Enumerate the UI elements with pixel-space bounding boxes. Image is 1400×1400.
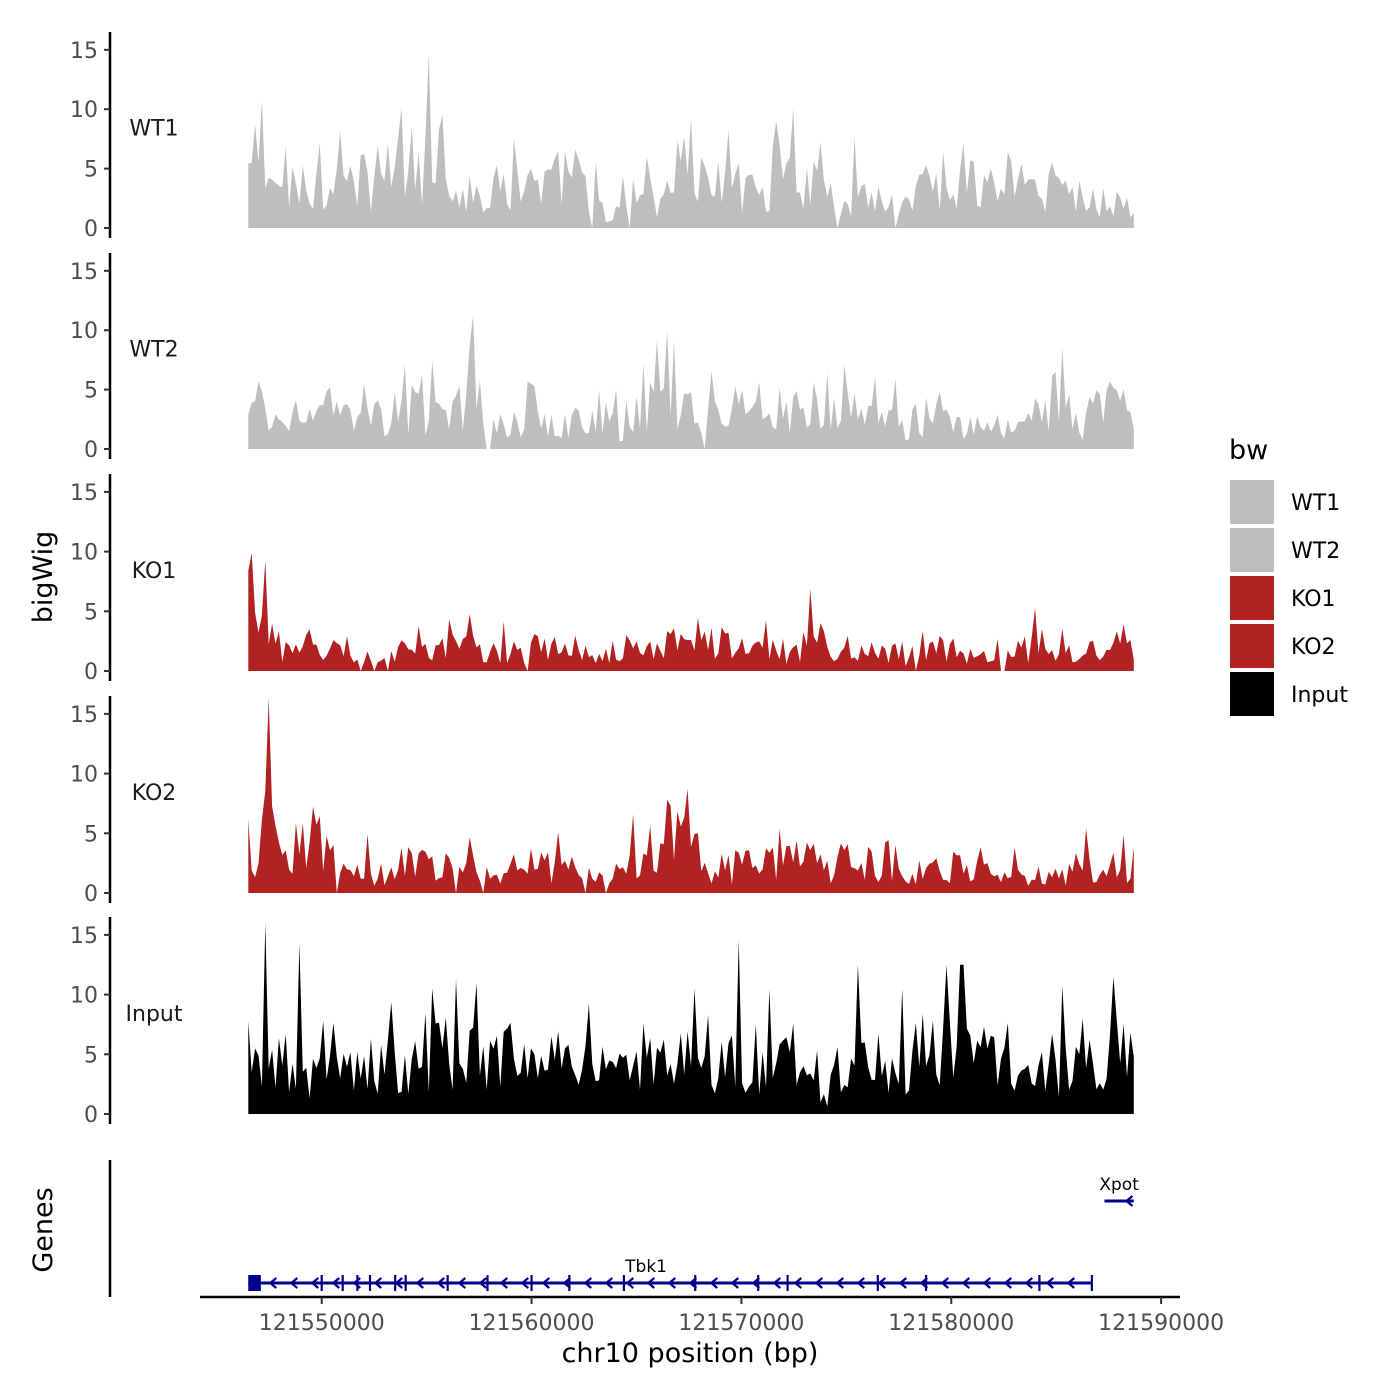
legend-label: Input — [1291, 683, 1348, 708]
strand-arrow — [1003, 1277, 1012, 1289]
track-label: KO2 — [132, 781, 177, 806]
strand-arrow — [1045, 1277, 1054, 1289]
signal-area-wt2 — [248, 315, 1134, 449]
legend: bw WT1 WT2 KO1 KO2 Input — [1229, 435, 1348, 716]
track-ko2: 0 5 10 15 KO2 — [70, 696, 1134, 907]
y-tick-label: 10 — [70, 541, 98, 566]
genes-panel-title: Genes — [28, 1187, 59, 1272]
y-tick-label: 0 — [84, 438, 98, 463]
x-axis: 121550000 121560000 121570000 121580000 1215… — [200, 1295, 1224, 1336]
signal-area-wt1 — [248, 54, 1134, 228]
y-tick-label: 5 — [84, 600, 98, 625]
strand-arrow — [835, 1277, 844, 1289]
legend-label: KO2 — [1291, 635, 1336, 660]
x-axis-title: chr10 position (bp) — [562, 1338, 819, 1369]
x-tick-label: 121590000 — [1098, 1311, 1224, 1336]
legend-label: WT2 — [1291, 539, 1340, 564]
y-tick-label: 10 — [70, 98, 98, 123]
strand-arrow — [982, 1277, 991, 1289]
y-tick-label: 10 — [70, 319, 98, 344]
strand-arrow — [814, 1277, 823, 1289]
strand-arrow — [541, 1277, 550, 1289]
y-tick-label: 5 — [84, 158, 98, 183]
signal-area-ko1 — [248, 553, 1134, 671]
strand-arrow — [940, 1277, 949, 1289]
y-axis-title: bigWig — [28, 531, 59, 624]
strand-arrow — [583, 1277, 592, 1289]
strand-arrow — [793, 1277, 802, 1289]
strand-arrow — [709, 1277, 718, 1289]
strand-arrow — [478, 1277, 487, 1289]
strand-arrow — [604, 1277, 613, 1289]
strand-arrow — [730, 1277, 739, 1289]
x-tick-label: 121550000 — [259, 1311, 385, 1336]
legend-title: bw — [1229, 435, 1268, 466]
y-tick-label: 5 — [84, 1043, 98, 1068]
y-tick-label: 0 — [84, 882, 98, 907]
strand-arrow — [1024, 1277, 1033, 1289]
strand-arrow — [394, 1277, 403, 1289]
strand-arrow — [646, 1277, 655, 1289]
legend-swatch-wt2 — [1230, 528, 1274, 572]
strand-arrow — [310, 1277, 319, 1289]
strand-arrow — [961, 1277, 970, 1289]
y-tick-label: 15 — [70, 481, 98, 506]
y-tick-label: 15 — [70, 39, 98, 64]
gene-xpot: Xpot — [1099, 1175, 1139, 1207]
genes-panel: Tbk1 Xpot — [108, 1160, 1139, 1297]
strand-arrow — [457, 1277, 466, 1289]
legend-swatch-input — [1230, 672, 1274, 716]
y-tick-label: 15 — [70, 924, 98, 949]
strand-arrow — [898, 1277, 907, 1289]
strand-arrow — [1066, 1277, 1075, 1289]
strand-arrow — [289, 1277, 298, 1289]
y-tick-label: 5 — [84, 822, 98, 847]
track-wt1: 0 5 10 15 WT1 — [70, 32, 1134, 242]
y-tick-label: 15 — [70, 260, 98, 285]
track-label: KO1 — [132, 559, 177, 584]
strand-arrow — [415, 1277, 424, 1289]
strand-arrow — [772, 1277, 781, 1289]
track-wt2: 0 5 10 15 WT2 — [70, 253, 1134, 463]
signal-area-ko2 — [248, 698, 1134, 893]
strand-arrow — [331, 1277, 340, 1289]
legend-label: KO1 — [1291, 587, 1336, 612]
y-tick-label: 15 — [70, 703, 98, 728]
y-tick-label: 10 — [70, 763, 98, 788]
x-tick-label: 121570000 — [678, 1311, 804, 1336]
strand-arrow — [499, 1277, 508, 1289]
strand-arrow — [877, 1277, 886, 1289]
legend-swatch-wt1 — [1230, 480, 1274, 524]
bigwig-tracks: 0 5 10 15 WT1 0 5 10 15 WT2 0 5 10 15 KO1 0 5 10 15 KO2 0 5 10… — [70, 32, 1134, 1128]
strand-arrow — [436, 1277, 445, 1289]
strand-arrow — [268, 1277, 277, 1289]
track-label: WT1 — [129, 116, 178, 141]
track-input: 0 5 10 15 Input — [70, 917, 1134, 1128]
strand-arrow — [520, 1277, 529, 1289]
y-tick-label: 0 — [84, 217, 98, 242]
strand-arrow — [625, 1277, 634, 1289]
y-tick-label: 10 — [70, 984, 98, 1009]
signal-area-input — [248, 923, 1134, 1114]
strand-arrow — [1124, 1195, 1134, 1207]
legend-swatch-ko1 — [1230, 576, 1274, 620]
track-label: Input — [126, 1002, 183, 1027]
y-tick-label: 0 — [84, 660, 98, 685]
y-tick-label: 0 — [84, 1103, 98, 1128]
strand-arrow — [856, 1277, 865, 1289]
gene-name-label: Xpot — [1099, 1175, 1139, 1195]
gene-tbk1: Tbk1 — [248, 1257, 1093, 1291]
x-tick-label: 121580000 — [888, 1311, 1014, 1336]
legend-swatch-ko2 — [1230, 624, 1274, 668]
track-label: WT2 — [129, 337, 178, 362]
track-ko1: 0 5 10 15 KO1 — [70, 474, 1134, 685]
legend-label: WT1 — [1291, 491, 1340, 516]
y-tick-label: 5 — [84, 379, 98, 404]
strand-arrow — [667, 1277, 676, 1289]
x-tick-label: 121560000 — [469, 1311, 595, 1336]
strand-arrow — [373, 1277, 382, 1289]
gene-name-label: Tbk1 — [624, 1257, 667, 1277]
